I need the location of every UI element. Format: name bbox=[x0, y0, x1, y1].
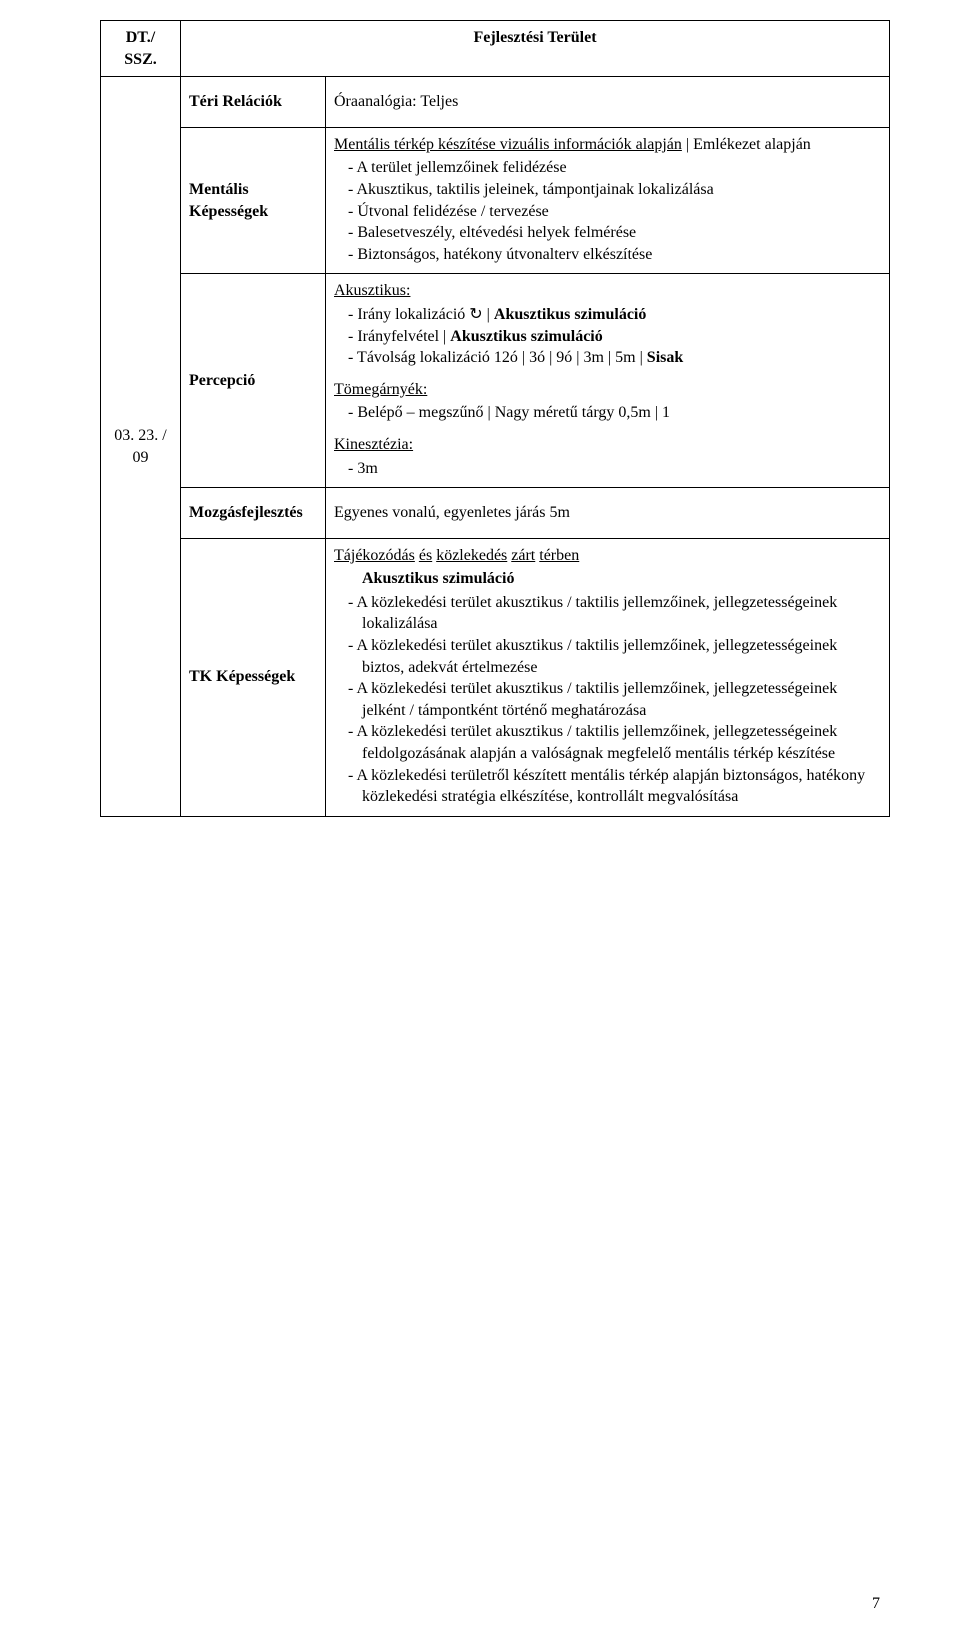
list-item: A közlekedési terület akusztikus / takti… bbox=[362, 721, 881, 764]
list-item: Irányfelvétel | Akusztikus szimuláció bbox=[362, 326, 881, 348]
list-item: Útvonal felidézése / tervezése bbox=[362, 201, 881, 223]
list-item: Belépő – megszűnő | Nagy méretű tárgy 0,… bbox=[362, 402, 881, 424]
tomeg-list: Belépő – megszűnő | Nagy méretű tárgy 0,… bbox=[334, 402, 881, 424]
mentalis-intro: Mentális térkép készítése vizuális infor… bbox=[334, 136, 682, 153]
kineszt-title: Kinesztézia: bbox=[334, 436, 413, 453]
row-label-tk: TK Képességek bbox=[181, 538, 326, 816]
list-item: A közlekedési terület akusztikus / takti… bbox=[362, 592, 881, 635]
list-item: Akusztikus, taktilis jeleinek, támpontja… bbox=[362, 179, 881, 201]
list-item: A közlekedési terület akusztikus / takti… bbox=[362, 635, 881, 678]
row-label-mentalis: Mentális Képességek bbox=[181, 127, 326, 274]
row-label-teri: Téri Relációk bbox=[181, 77, 326, 128]
table-row: Mentális Képességek Mentális térkép kész… bbox=[101, 127, 890, 274]
list-item: Biztonságos, hatékony útvonalterv elkész… bbox=[362, 244, 881, 266]
header-dt: DT./ SSZ. bbox=[101, 21, 181, 77]
page: DT./ SSZ. Fejlesztési Terület 03. 23. / … bbox=[0, 0, 960, 1631]
akusztikus-title: Akusztikus: bbox=[334, 282, 410, 299]
kineszt-list: 3m bbox=[334, 458, 881, 480]
row-content-tk: Tájékozódás és közlekedés zárt térben Ak… bbox=[326, 538, 890, 816]
table-row: Mozgásfejlesztés Egyenes vonalú, egyenle… bbox=[101, 488, 890, 539]
mentalis-intro-suffix: | Emlékezet alapján bbox=[682, 136, 811, 153]
table-row: TK Képességek Tájékozódás és közlekedés … bbox=[101, 538, 890, 816]
table-row: 03. 23. / 09 Téri Relációk Óraanalógia: … bbox=[101, 77, 890, 128]
row-label-percepcio: Percepció bbox=[181, 274, 326, 488]
tk-list: A közlekedési terület akusztikus / takti… bbox=[334, 592, 881, 808]
list-item: Irány lokalizáció ↻ | Akusztikus szimulá… bbox=[362, 304, 881, 326]
tk-subheading: Akusztikus szimuláció bbox=[362, 568, 881, 590]
row-content-percepcio: Akusztikus: Irány lokalizáció ↻ | Akuszt… bbox=[326, 274, 890, 488]
list-item: A közlekedési területről készített mentá… bbox=[362, 765, 881, 808]
page-number: 7 bbox=[872, 1595, 880, 1613]
header-area: Fejlesztési Terület bbox=[181, 21, 890, 77]
list-item: 3m bbox=[362, 458, 881, 480]
label-line: Képességek bbox=[189, 203, 268, 220]
date-cell: 03. 23. / 09 bbox=[101, 77, 181, 817]
row-label-mozgas: Mozgásfejlesztés bbox=[181, 488, 326, 539]
list-item: A terület jellemzőinek felidézése bbox=[362, 157, 881, 179]
curriculum-table: DT./ SSZ. Fejlesztési Terület 03. 23. / … bbox=[100, 20, 890, 817]
table-header-row: DT./ SSZ. Fejlesztési Terület bbox=[101, 21, 890, 77]
tomeg-title: Tömegárnyék: bbox=[334, 381, 427, 398]
row-content-teri: Óraanalógia: Teljes bbox=[326, 77, 890, 128]
akusztikus-list: Irány lokalizáció ↻ | Akusztikus szimulá… bbox=[334, 304, 881, 369]
row-content-mozgas: Egyenes vonalú, egyenletes járás 5m bbox=[326, 488, 890, 539]
label-line: Mentális bbox=[189, 181, 249, 198]
list-item: A közlekedési terület akusztikus / takti… bbox=[362, 678, 881, 721]
row-content-mentalis: Mentális térkép készítése vizuális infor… bbox=[326, 127, 890, 274]
mentalis-list: A terület jellemzőinek felidézéseAkuszti… bbox=[334, 157, 881, 265]
list-item: Balesetveszély, eltévedési helyek felmér… bbox=[362, 222, 881, 244]
tk-heading: Tájékozódás és közlekedés zárt térben bbox=[334, 547, 579, 564]
table-row: Percepció Akusztikus: Irány lokalizáció … bbox=[101, 274, 890, 488]
list-item: Távolság lokalizáció 12ó | 3ó | 9ó | 3m … bbox=[362, 347, 881, 369]
